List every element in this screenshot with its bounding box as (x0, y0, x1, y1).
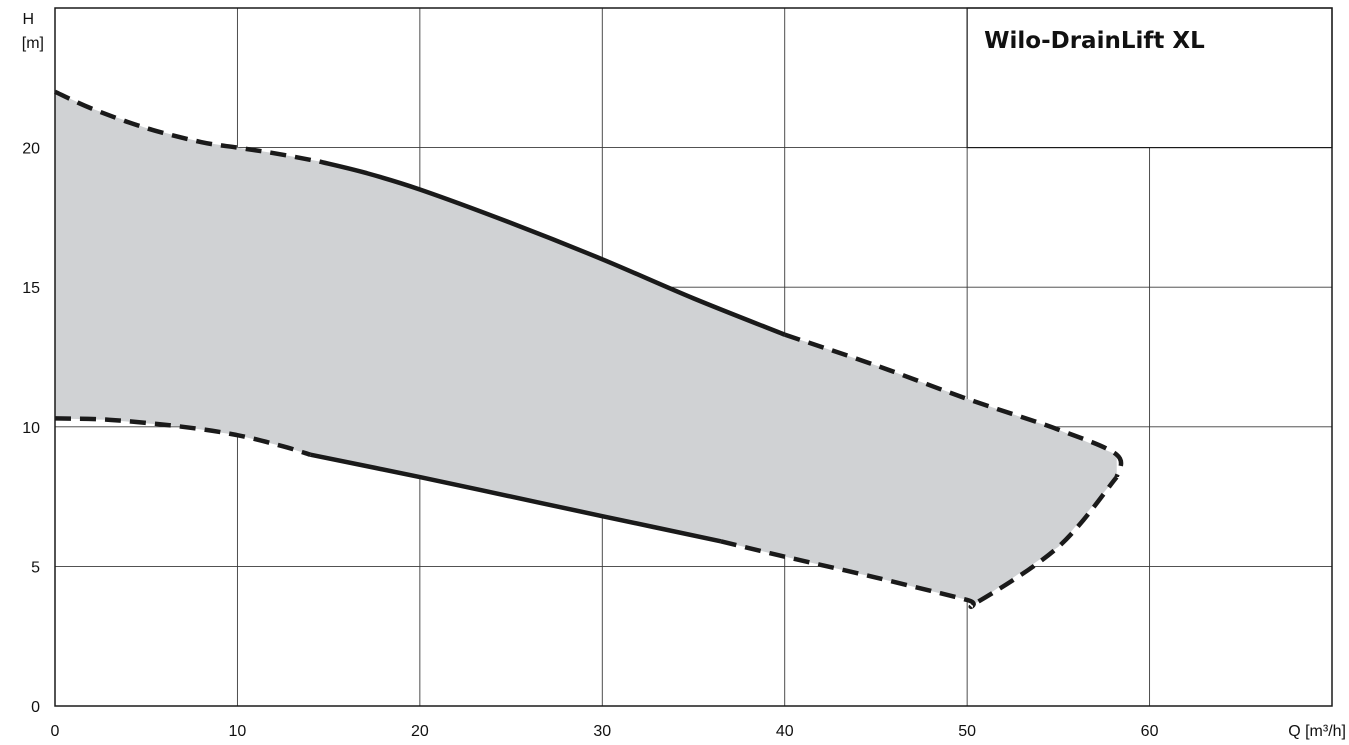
x-axis-ticks: 0 10 20 30 40 50 60 (51, 723, 1159, 740)
upper-curve-solid (318, 159, 786, 337)
upper-curve-dashed-end (783, 332, 1124, 478)
x-tick-label-30: 30 (593, 723, 611, 740)
x-tick-label-20: 20 (411, 723, 429, 740)
x-tick-label-50: 50 (958, 723, 976, 740)
x-tick-label-40: 40 (776, 723, 794, 740)
lower-curve-dashed-start (54, 416, 312, 457)
x-tick-label-60: 60 (1141, 723, 1159, 740)
y-axis-label-symbol: H (22, 11, 34, 28)
y-axis-ticks: 0 5 10 15 20 (22, 141, 40, 716)
y-axis-label-unit: [m] (22, 35, 44, 52)
x-tick-label-10: 10 (229, 723, 247, 740)
y-tick-label-20: 20 (22, 141, 40, 158)
y-tick-label-10: 10 (22, 420, 40, 437)
y-tick-label-15: 15 (22, 280, 40, 297)
title-box-background (966, 7, 1333, 149)
plot-frame (54, 7, 1333, 707)
title-box: Wilo-DrainLift XL (966, 7, 1333, 149)
operating-range-area (55, 91, 1117, 603)
y-tick-label-0: 0 (31, 699, 40, 716)
upper-curve-dashed-start (54, 89, 320, 164)
curve-lines (54, 89, 1124, 610)
lower-curve-dashed-end (720, 475, 1119, 610)
chart-title: Wilo-DrainLift XL (984, 28, 1205, 54)
y-tick-label-5: 5 (31, 559, 40, 576)
x-axis-label: Q [m³/h] (1288, 723, 1346, 740)
lower-curve-solid (309, 452, 722, 544)
x-tick-label-0: 0 (51, 723, 60, 740)
